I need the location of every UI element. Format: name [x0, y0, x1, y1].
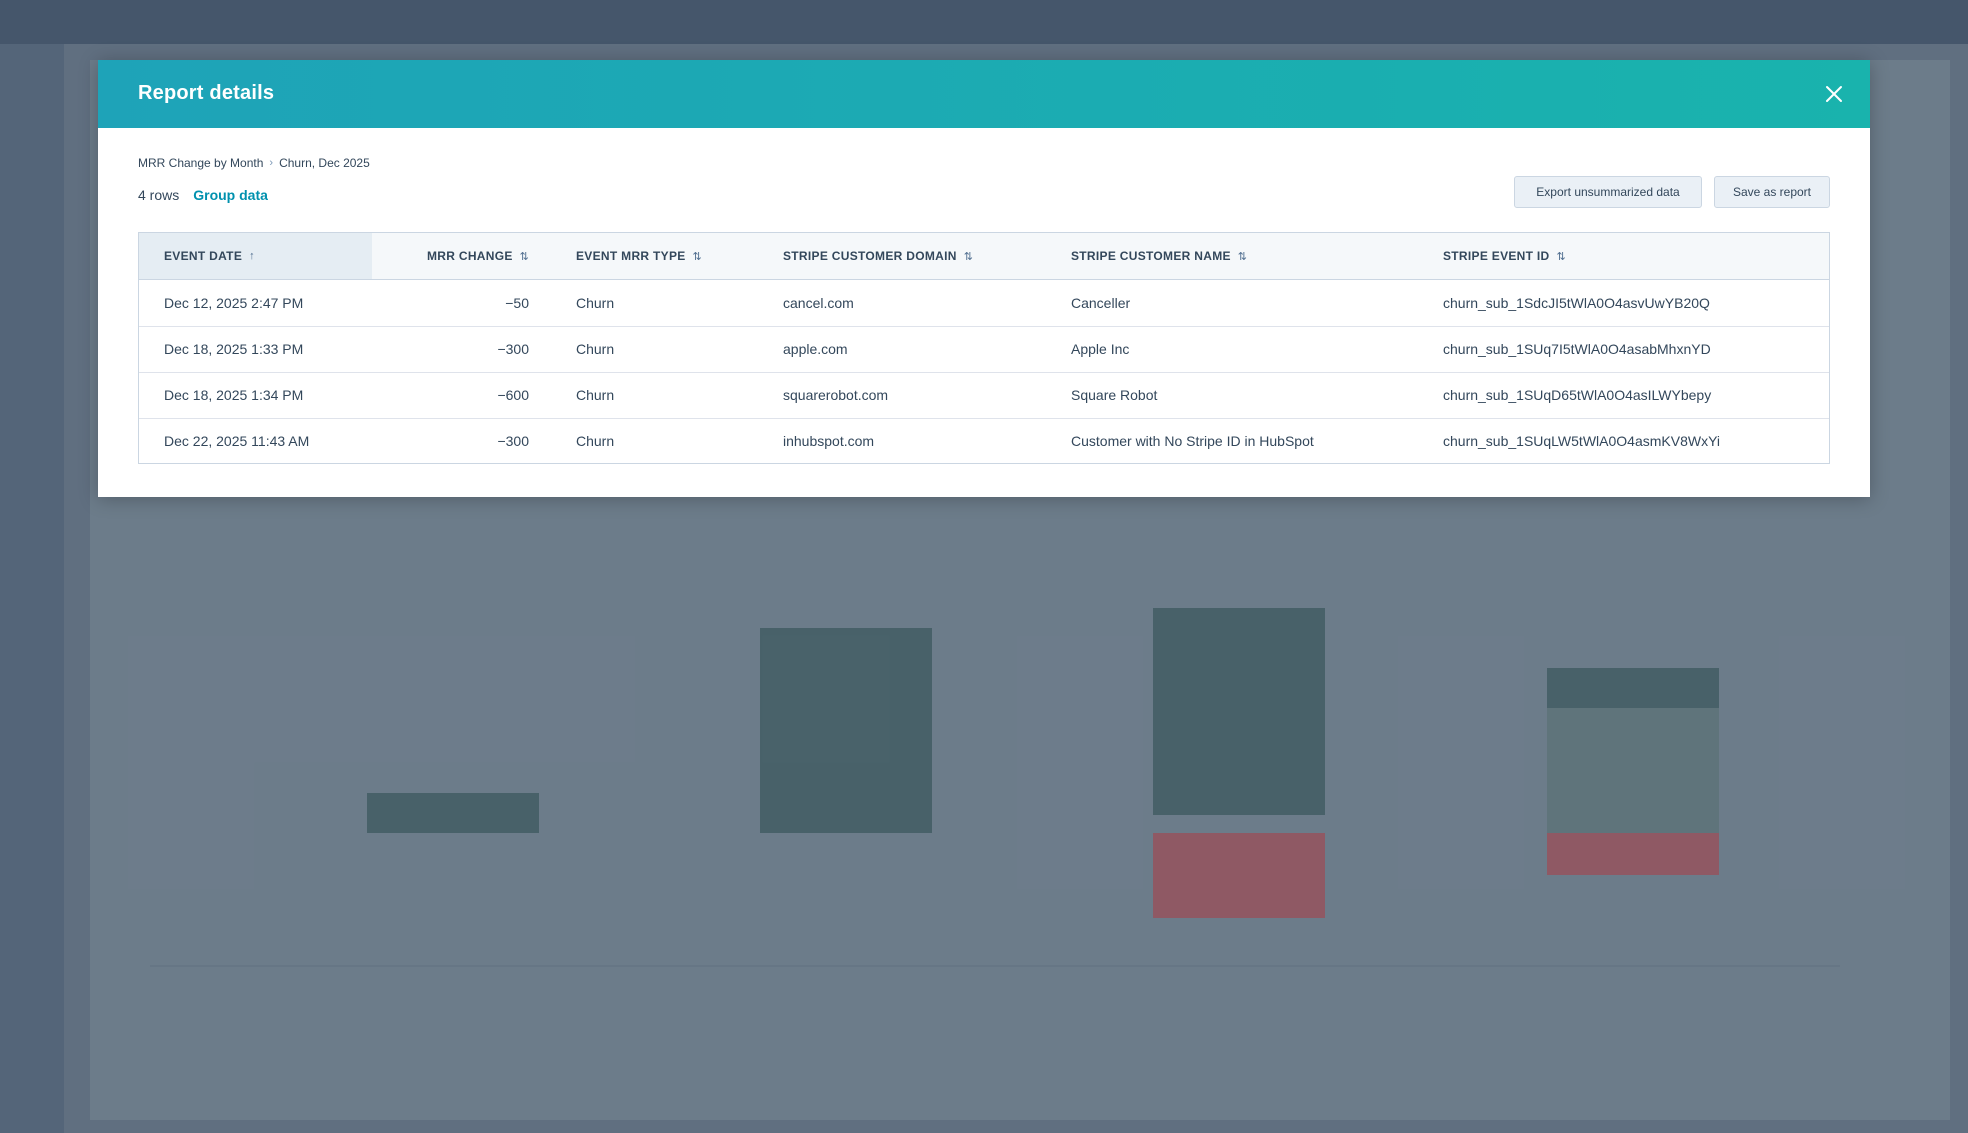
- cell-stripe-customer-name: Square Robot: [1071, 387, 1158, 403]
- cell-mrr-change: −50: [505, 295, 529, 311]
- sort-icon: ⇅: [692, 250, 703, 263]
- cell-event-date: Dec 18, 2025 1:33 PM: [164, 341, 304, 357]
- column-header-stripe-customer-name[interactable]: STRIPE CUSTOMER NAME ⇅: [1071, 233, 1247, 279]
- report-details-table: EVENT DATE ↑ MRR CHANGE ⇅ EVENT MRR TYPE…: [138, 232, 1830, 464]
- cell-event-date: Dec 22, 2025 11:43 AM: [164, 433, 310, 449]
- cell-event-mrr-type: Churn: [576, 341, 615, 357]
- cell-stripe-customer-domain: cancel.com: [783, 295, 854, 311]
- cell-mrr-change: −600: [497, 387, 529, 403]
- cell-stripe-event-id: churn_sub_1SUqD65tWlA0O4asILWYbepy: [1443, 387, 1712, 403]
- close-button[interactable]: [1820, 80, 1848, 108]
- table-row: Dec 18, 2025 1:34 PM −600 Churn squarero…: [139, 372, 1829, 419]
- cell-stripe-customer-name: Canceller: [1071, 295, 1131, 311]
- background-bar: [1153, 833, 1325, 918]
- close-icon: [1826, 86, 1842, 102]
- sort-icon: ⇅: [1556, 250, 1567, 263]
- sort-icon: ⇅: [519, 250, 530, 263]
- breadcrumb-report-link[interactable]: MRR Change by Month: [138, 156, 264, 170]
- cell-mrr-change: −300: [497, 341, 529, 357]
- column-header-label: STRIPE EVENT ID: [1443, 249, 1550, 263]
- cell-mrr-change: −300: [497, 433, 529, 449]
- cell-stripe-event-id: churn_sub_1SUqLW5tWlA0O4asmKV8WxYi: [1443, 433, 1720, 449]
- table-header: EVENT DATE ↑ MRR CHANGE ⇅ EVENT MRR TYPE…: [139, 233, 1829, 280]
- sort-ascending-icon: ↑: [249, 250, 255, 262]
- column-header-event-date[interactable]: EVENT DATE ↑: [139, 233, 372, 279]
- export-unsummarized-data-button[interactable]: Export unsummarized data: [1514, 176, 1702, 208]
- column-header-label: EVENT DATE: [164, 249, 243, 263]
- cell-stripe-customer-name: Apple Inc: [1071, 341, 1130, 357]
- background-bar: [1547, 833, 1719, 875]
- modal-header: Report details: [98, 60, 1870, 128]
- row-count: 4 rows: [138, 187, 180, 203]
- save-as-report-button[interactable]: Save as report: [1714, 176, 1830, 208]
- column-header-label: MRR CHANGE: [427, 249, 513, 263]
- cell-stripe-event-id: churn_sub_1SUq7I5tWlA0O4asabMhxnYD: [1443, 341, 1711, 357]
- group-data-link[interactable]: Group data: [193, 187, 268, 203]
- table-row: Dec 22, 2025 11:43 AM −300 Churn inhubsp…: [139, 418, 1829, 464]
- cell-stripe-customer-domain: squarerobot.com: [783, 387, 889, 403]
- breadcrumb: MRR Change by Month › Churn, Dec 2025: [138, 156, 370, 170]
- table-row: Dec 12, 2025 2:47 PM −50 Churn cancel.co…: [139, 280, 1829, 327]
- background-bar: [760, 628, 932, 833]
- column-header-stripe-event-id[interactable]: STRIPE EVENT ID ⇅: [1443, 233, 1566, 279]
- column-header-label: STRIPE CUSTOMER NAME: [1071, 249, 1231, 263]
- column-header-mrr-change[interactable]: MRR CHANGE ⇅: [427, 233, 529, 279]
- column-header-label: STRIPE CUSTOMER DOMAIN: [783, 249, 957, 263]
- table-summary: 4 rows Group data: [138, 187, 268, 203]
- report-details-modal: Report details MRR Change by Month › Chu…: [98, 60, 1870, 497]
- sort-icon: ⇅: [1237, 250, 1248, 263]
- modal-title: Report details: [138, 82, 275, 104]
- column-header-stripe-customer-domain[interactable]: STRIPE CUSTOMER DOMAIN ⇅: [783, 233, 973, 279]
- cell-stripe-customer-name: Customer with No Stripe ID in HubSpot: [1071, 433, 1314, 449]
- background-bar: [1547, 668, 1719, 708]
- cell-event-mrr-type: Churn: [576, 387, 615, 403]
- background-top-navigation: [0, 0, 1968, 44]
- background-bar: [367, 793, 539, 833]
- cell-stripe-event-id: churn_sub_1SdcJI5tWlA0O4asvUwYB20Q: [1443, 295, 1710, 311]
- cell-event-mrr-type: Churn: [576, 433, 615, 449]
- breadcrumb-current: Churn, Dec 2025: [279, 156, 370, 170]
- column-header-event-mrr-type[interactable]: EVENT MRR TYPE ⇅: [576, 233, 702, 279]
- background-sidebar: [0, 44, 64, 1133]
- cell-stripe-customer-domain: apple.com: [783, 341, 848, 357]
- table-row: Dec 18, 2025 1:33 PM −300 Churn apple.co…: [139, 326, 1829, 373]
- cell-event-date: Dec 18, 2025 1:34 PM: [164, 387, 304, 403]
- cell-stripe-customer-domain: inhubspot.com: [783, 433, 875, 449]
- cell-event-mrr-type: Churn: [576, 295, 615, 311]
- cell-event-date: Dec 12, 2025 2:47 PM: [164, 295, 304, 311]
- column-header-label: EVENT MRR TYPE: [576, 249, 686, 263]
- chevron-right-icon: ›: [269, 157, 274, 169]
- sort-icon: ⇅: [963, 250, 974, 263]
- background-bar: [1547, 708, 1719, 833]
- background-bar: [1153, 608, 1325, 815]
